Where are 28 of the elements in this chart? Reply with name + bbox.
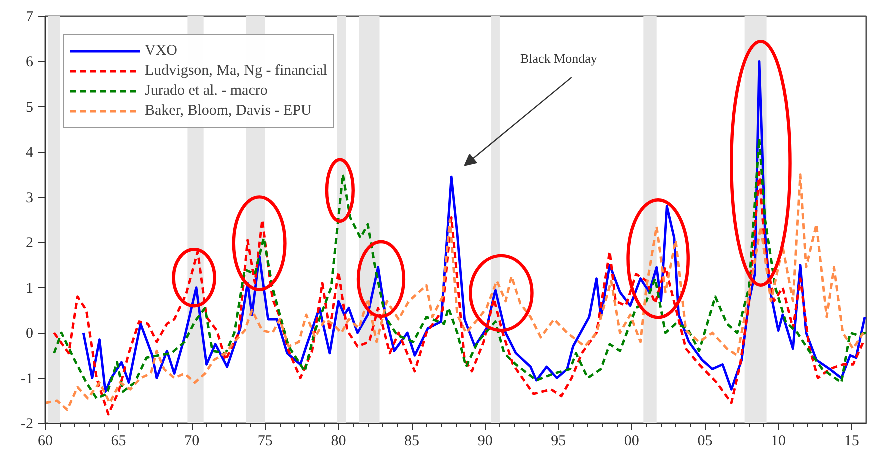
x-tick-label: 80 [331,434,346,450]
x-tick-label: 70 [184,434,200,450]
y-tick-label: 7 [26,10,34,26]
legend-label: Baker, Bloom, Davis - EPU [145,102,312,120]
y-tick-label: 5 [26,100,34,116]
y-tick-label: 1 [26,280,34,297]
line-series [53,137,866,400]
y-tick-label: 2 [26,236,34,252]
x-tick-label: 90 [478,434,493,450]
y-tick-label: -1 [21,371,34,388]
legend-label: VXO [145,42,178,60]
y-tick-label: 0 [26,326,34,342]
x-tick-label: 10 [771,434,786,450]
x-tick-label: 95 [551,434,566,450]
x-tick-label: 65 [111,434,126,450]
x-tick-label: 00 [624,434,640,450]
y-tick-label: -2 [21,416,34,432]
legend-label: Jurado et al. - macro [145,82,268,100]
legend-label: Ludvigson, Ma, Ng - financial [145,62,328,80]
annotation: Black Monday [520,51,598,66]
x-tick-label: 15 [844,434,860,450]
x-tick-label: 05 [698,434,713,450]
y-tick-label: 3 [26,190,34,206]
x-tick-label: 75 [258,434,273,450]
y-tick-label: 6 [26,54,34,71]
y-tick-label: 4 [26,145,34,162]
x-tick-label: 60 [38,434,53,450]
x-tick-label: 85 [404,434,420,450]
